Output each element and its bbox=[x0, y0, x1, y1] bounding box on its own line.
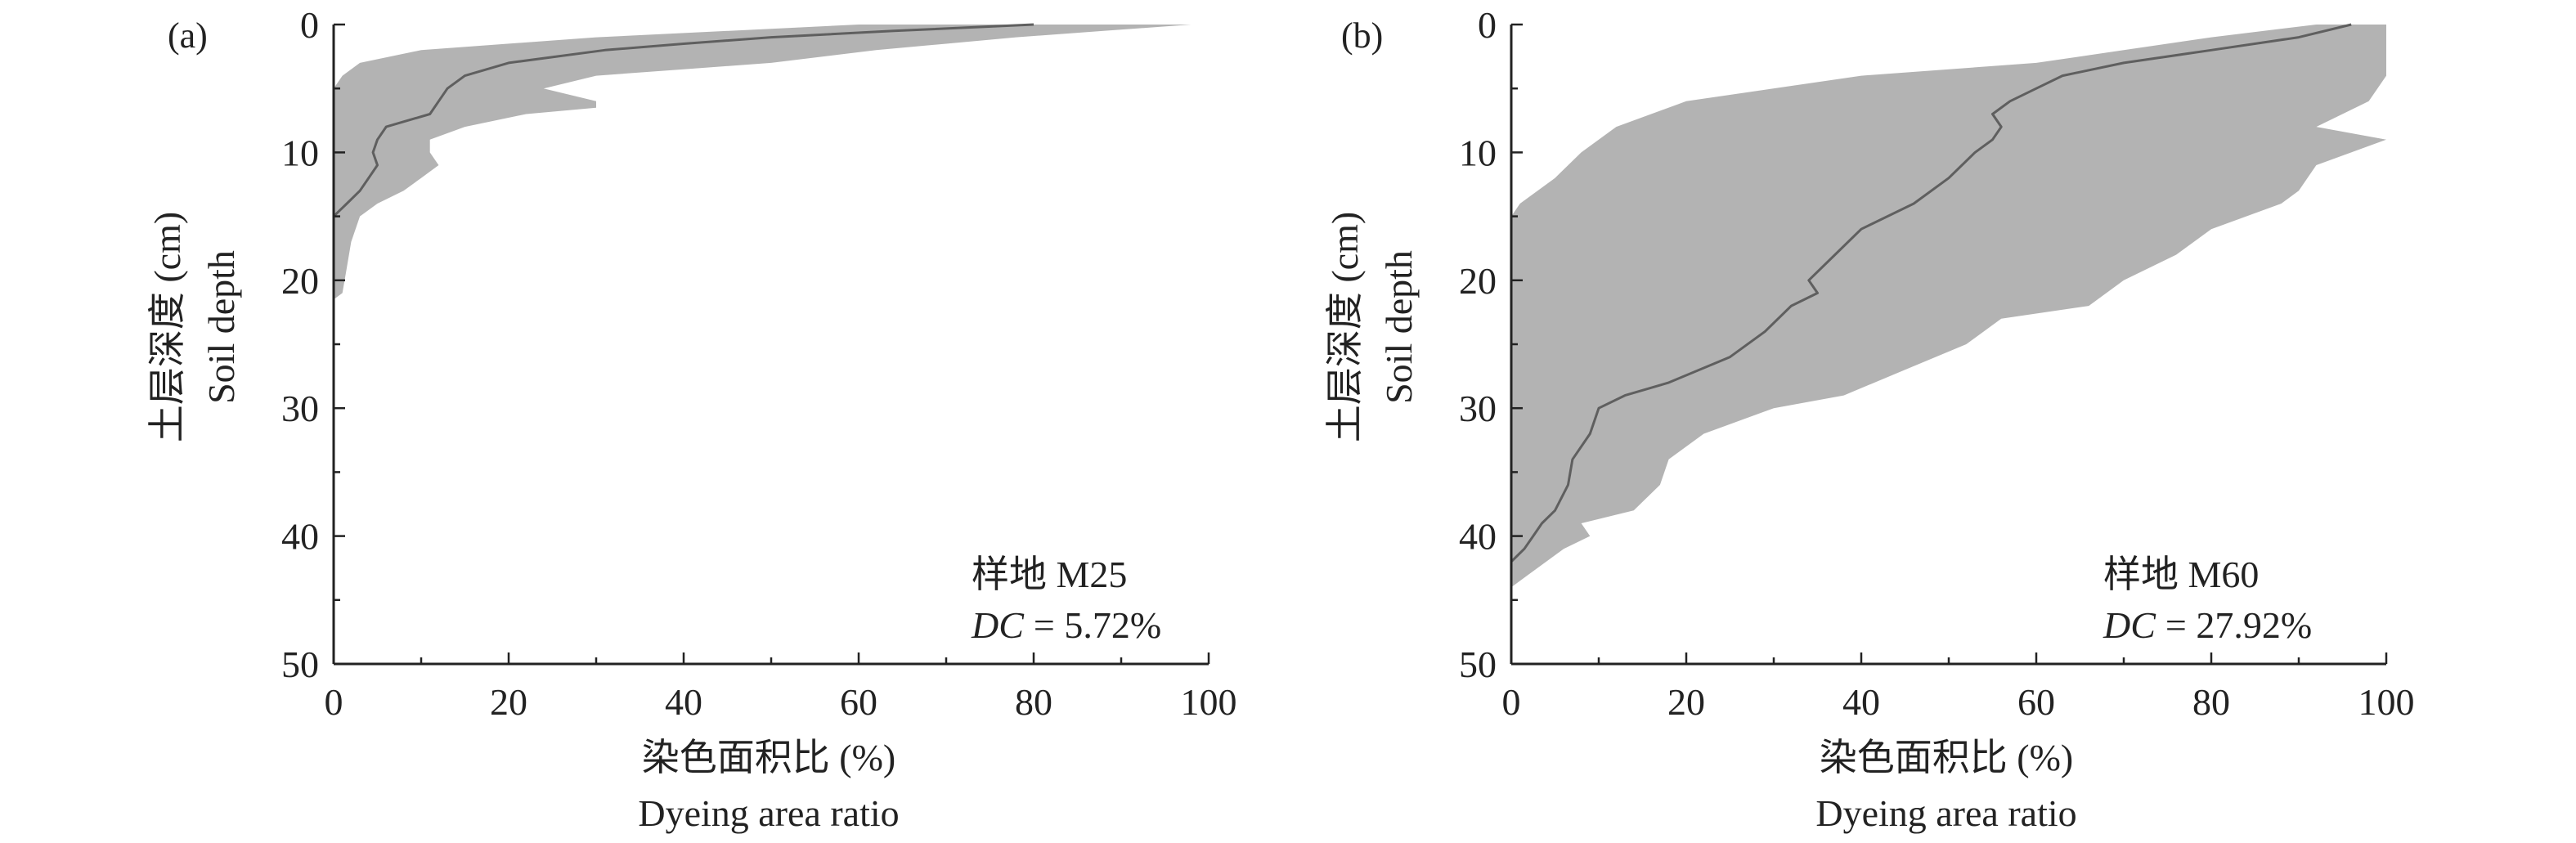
x-tick-label: 0 bbox=[1502, 681, 1521, 723]
plot-name: 样地 M25 bbox=[972, 554, 1127, 595]
y-tick-label: 40 bbox=[281, 516, 319, 558]
y-tick-labels: 0 10 20 30 40 50 bbox=[1459, 4, 1497, 685]
dc-value: = 5.72% bbox=[1034, 604, 1161, 646]
x-tick-label: 80 bbox=[2192, 681, 2230, 723]
y-tick-label: 0 bbox=[300, 4, 319, 46]
x-tick-label: 20 bbox=[1667, 681, 1705, 723]
x-tick-labels: 0 20 40 60 80 100 bbox=[1502, 681, 2415, 723]
y-tick-label: 20 bbox=[281, 260, 319, 302]
y-tick-label: 30 bbox=[1459, 388, 1497, 429]
panel-label: (a) bbox=[168, 16, 208, 56]
y-tick-label: 40 bbox=[1459, 516, 1497, 558]
y-tick-label: 50 bbox=[1459, 643, 1497, 685]
x-axis-title-cn: 染色面积比 (%) bbox=[642, 737, 895, 778]
plot-name: 样地 M60 bbox=[2103, 554, 2259, 595]
axes bbox=[1510, 23, 2388, 666]
x-tick-label: 0 bbox=[325, 681, 343, 723]
dc-annotation: DC = 5.72% bbox=[971, 604, 1161, 646]
x-tick-label: 60 bbox=[2017, 681, 2055, 723]
y-axis-title-en: Soil depth bbox=[200, 250, 242, 404]
axes bbox=[332, 23, 1210, 666]
y-tick-label: 30 bbox=[281, 388, 319, 429]
y-tick-label: 50 bbox=[281, 643, 319, 685]
x-tick-label: 40 bbox=[665, 681, 702, 723]
panel-b: (b) 0 20 40 60 80 100 0 10 20 30 40 50 样地 M60 DC = … bbox=[1324, 4, 2415, 834]
dyeing-ratio-mean-line bbox=[1510, 23, 2352, 563]
x-axis-title-en: Dyeing area ratio bbox=[1815, 792, 2076, 834]
y-tick-label: 10 bbox=[1459, 132, 1497, 173]
dc-label: DC bbox=[971, 604, 1025, 646]
dyeing-ratio-range-band bbox=[334, 25, 1192, 300]
y-axis-title-cn: 土层深度 (cm) bbox=[1324, 212, 1366, 442]
y-tick-label: 20 bbox=[1459, 260, 1497, 302]
y-axis-title-en: Soil depth bbox=[1378, 250, 1420, 404]
dc-value: = 27.92% bbox=[2165, 604, 2312, 646]
x-tick-label: 80 bbox=[1015, 681, 1052, 723]
y-tick-label: 0 bbox=[1478, 4, 1497, 46]
y-tick-label: 10 bbox=[281, 132, 319, 173]
x-tick-label: 60 bbox=[840, 681, 877, 723]
x-axis-title-en: Dyeing area ratio bbox=[638, 792, 899, 834]
x-tick-label: 100 bbox=[1181, 681, 1237, 723]
dc-annotation: DC = 27.92% bbox=[2103, 604, 2312, 646]
x-tick-label: 20 bbox=[490, 681, 527, 723]
dyeing-ratio-mean-line bbox=[332, 23, 1034, 217]
x-tick-label: 40 bbox=[1842, 681, 1880, 723]
x-tick-labels: 0 20 40 60 80 100 bbox=[325, 681, 1237, 723]
panel-a: (a) 0 20 40 60 80 100 0 10 20 30 40 50 样地 M25 DC = … bbox=[146, 4, 1237, 834]
y-axis-title-cn: 土层深度 (cm) bbox=[146, 212, 188, 442]
x-tick-label: 100 bbox=[2358, 681, 2415, 723]
dyeing-ratio-range-band bbox=[1511, 25, 2386, 588]
x-axis-title-cn: 染色面积比 (%) bbox=[1820, 737, 2073, 778]
dc-label: DC bbox=[2103, 604, 2156, 646]
panel-label: (b) bbox=[1341, 16, 1383, 56]
y-tick-labels: 0 10 20 30 40 50 bbox=[281, 4, 319, 685]
